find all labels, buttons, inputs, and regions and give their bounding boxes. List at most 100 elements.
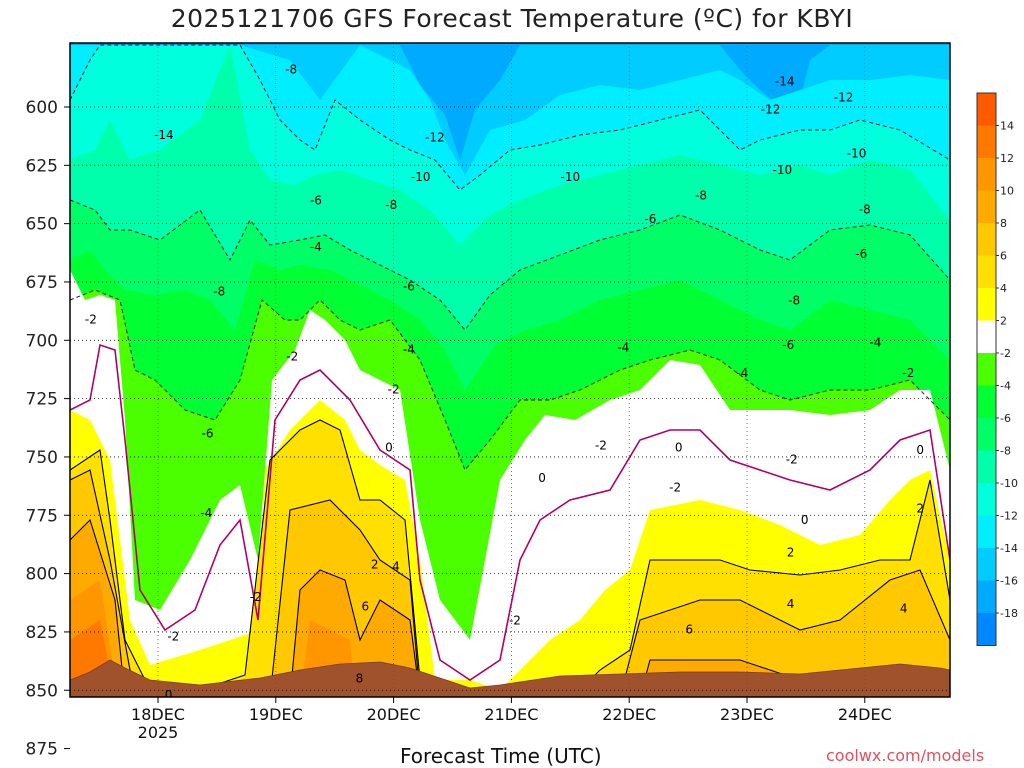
x-tick-sublabel: 2025: [138, 723, 179, 742]
contour-label: -8: [285, 63, 297, 77]
colorbar-label: 8: [1000, 217, 1007, 230]
contour-label: -2: [595, 438, 607, 452]
colorbar-label: -18: [1000, 607, 1018, 620]
colorbar-label: -4: [1000, 380, 1011, 393]
colorbar-segment: [977, 125, 996, 158]
colorbar-label: -6: [1000, 412, 1011, 425]
contour-label: 2: [787, 546, 795, 560]
x-tick-label: 20DEC: [367, 705, 421, 724]
contour-label: 6: [362, 599, 370, 613]
colorbar-segment: [977, 483, 996, 516]
contour-label: -4: [310, 240, 322, 254]
y-tick-label: 675: [26, 273, 58, 293]
contour-label: 2: [558, 716, 566, 730]
contour-label: -2: [669, 480, 681, 494]
x-tick-label: 22DEC: [602, 705, 656, 724]
colorbar-label: -16: [1000, 575, 1018, 588]
isotherm-dashed-0: [70, 44, 950, 191]
contour-label: -2: [388, 382, 400, 396]
contour-label: -4: [736, 366, 748, 380]
contour-label: 0: [675, 441, 683, 455]
colorbar-label: 4: [1000, 282, 1007, 295]
contour-label: -6: [201, 427, 213, 441]
contour-label: -12: [761, 102, 781, 116]
contour-label: -2: [286, 350, 298, 364]
source-credit: coolwx.com/models: [826, 746, 985, 765]
colorbar-label: 14: [1000, 120, 1014, 133]
contour-label: -2: [167, 630, 179, 644]
contour-label: -8: [859, 203, 871, 217]
y-tick-label: 850: [26, 681, 58, 701]
x-tick-label: 19DEC: [249, 705, 303, 724]
contour-label: 0: [385, 441, 393, 455]
colorbar-segment: [977, 515, 996, 548]
y-tick-label: 875: [26, 740, 58, 760]
y-tick-label: 775: [26, 506, 58, 526]
contour-label: -12: [834, 91, 854, 105]
contour-label: 6: [685, 623, 693, 637]
colorbar-segment: [977, 93, 996, 126]
colorbar-label: -12: [1000, 510, 1018, 523]
isotherm-dashed-2: [70, 289, 950, 471]
contour-label: -12: [425, 130, 445, 144]
colorbar-label: -14: [1000, 542, 1018, 555]
contour-label: -4: [403, 343, 415, 357]
contour-label: -14: [775, 74, 795, 88]
colorbar-segment: [977, 255, 996, 288]
contour-label: -2: [786, 452, 798, 466]
contour-label: 8: [356, 672, 364, 686]
contour-label: -6: [855, 247, 867, 261]
contour-label: 0: [165, 688, 173, 702]
colorbar-label: -10: [1000, 477, 1018, 490]
colorbar-frame: [976, 92, 997, 646]
contour-label: -8: [788, 294, 800, 308]
colorbar-label: 2: [1000, 315, 1007, 328]
contour-label: -2: [250, 590, 262, 604]
y-tick-label: 725: [26, 390, 58, 410]
colorbar-segment: [977, 580, 996, 613]
y-tick-label: 700: [26, 331, 58, 351]
contour-label: 0: [916, 443, 924, 457]
plot-area: -14 -8 -12 -10 -8 -6 -10 -8 -6 -4 -6 -8 -2 -2 -4 -2 0 -6 -…: [70, 43, 950, 730]
contour-label: 4: [787, 597, 795, 611]
contour-label: 0: [538, 471, 546, 485]
terrain: [70, 659, 950, 697]
colorbar-segment: [977, 385, 996, 418]
contour-label: -10: [773, 163, 793, 177]
plot-frame: [69, 42, 951, 698]
y-tick-label: 625: [26, 156, 58, 176]
x-tick-label: 24DEC: [838, 705, 892, 724]
colorbar-segment: [977, 548, 996, 581]
band-plus6: [70, 470, 950, 697]
y-tick-label: 650: [26, 215, 58, 235]
x-tick-label: 18DEC: [131, 705, 185, 724]
colorbar-segment: [977, 320, 996, 353]
y-tick-label: 600: [26, 98, 58, 118]
isotherm-zero: [70, 343, 950, 681]
contour-label: -8: [695, 189, 707, 203]
contour-label: -4: [869, 336, 881, 350]
colorbar-label: -8: [1000, 445, 1011, 458]
colorbar-label: 10: [1000, 185, 1014, 198]
contour-label: -14: [154, 128, 174, 142]
colorbar-segment: [977, 353, 996, 386]
contour-label: -2: [509, 613, 521, 627]
colorbar-label: 6: [1000, 250, 1007, 263]
contour-label: -10: [847, 147, 867, 161]
colorbar-segment: [977, 190, 996, 223]
y-tick-label: 750: [26, 448, 58, 468]
colorbar-label: -2: [1000, 347, 1011, 360]
y-tick-label: 800: [26, 565, 58, 585]
colorbar-segment: [977, 288, 996, 321]
x-tick-label: 23DEC: [720, 705, 774, 724]
contour-label: -2: [85, 312, 97, 326]
chart-title: 2025121706 GFS Forecast Temperature (ºC)…: [170, 4, 854, 33]
contour-label: 2: [916, 501, 924, 515]
colorbar-segment: [977, 418, 996, 451]
contour-label: 0: [801, 513, 809, 527]
y-tick-label: 825: [26, 623, 58, 643]
contour-label: -8: [213, 284, 225, 298]
contour-label: 4: [392, 560, 400, 574]
colorbar-segment: [977, 613, 996, 646]
